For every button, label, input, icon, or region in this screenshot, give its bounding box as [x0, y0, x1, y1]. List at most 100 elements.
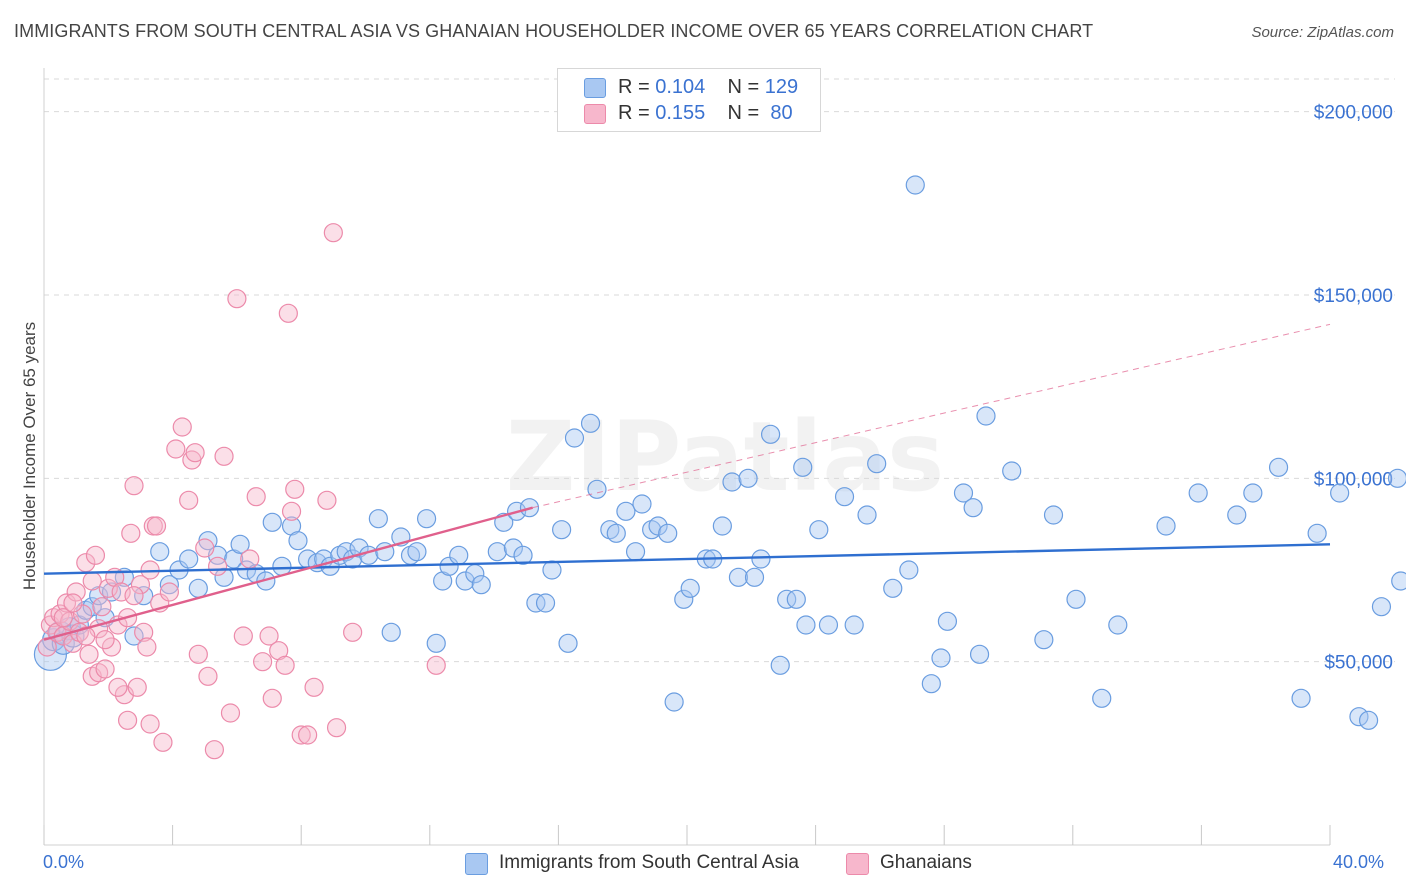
- y-tick-label: $100,000: [1314, 469, 1393, 490]
- point-south-central-asia: [818, 615, 839, 635]
- point-ghanaians: [253, 652, 273, 672]
- point-ghanaians: [124, 476, 144, 496]
- point-ghanaians: [195, 538, 215, 558]
- point-south-central-asia: [658, 523, 678, 543]
- point-ghanaians: [108, 677, 128, 697]
- point-south-central-asia: [542, 560, 562, 580]
- point-ghanaians: [127, 677, 147, 697]
- point-ghanaians: [214, 446, 234, 466]
- point-south-central-asia: [1349, 707, 1369, 727]
- point-south-central-asia: [1092, 688, 1112, 708]
- point-ghanaians: [140, 714, 160, 734]
- legend-n-value: 80: [764, 102, 793, 124]
- y-tick-label: $200,000: [1314, 103, 1393, 124]
- point-ghanaians: [326, 718, 347, 738]
- point-south-central-asia: [648, 516, 668, 536]
- point-south-central-asia: [1156, 516, 1176, 536]
- point-south-central-asia: [931, 648, 951, 668]
- point-south-central-asia: [600, 520, 620, 540]
- point-south-central-asia: [770, 655, 790, 675]
- bottom-legend-label: Ghanaians: [880, 852, 972, 873]
- legend-swatch-blue: [584, 78, 606, 98]
- point-south-central-asia: [503, 538, 523, 558]
- point-south-central-asia: [288, 531, 308, 551]
- point-ghanaians: [137, 637, 157, 657]
- point-south-central-asia: [587, 479, 607, 499]
- point-south-central-asia: [1034, 630, 1054, 650]
- point-ghanaians: [79, 644, 99, 664]
- point-south-central-asia: [738, 468, 758, 488]
- point-south-central-asia: [1268, 457, 1289, 477]
- point-south-central-asia: [439, 556, 459, 576]
- point-ghanaians: [278, 303, 298, 323]
- point-south-central-asia: [1391, 571, 1406, 591]
- point-ghanaians: [227, 289, 247, 309]
- legend-n-value: 129: [764, 76, 799, 98]
- point-ghanaians: [95, 630, 115, 650]
- point-ghanaians: [63, 593, 83, 613]
- point-south-central-asia: [777, 589, 797, 609]
- x-tick-label-min: 0.0%: [43, 852, 85, 872]
- point-south-central-asia: [953, 483, 974, 503]
- y-tick-label: $50,000: [1324, 653, 1393, 674]
- point-south-central-asia: [722, 472, 742, 492]
- point-south-central-asia: [535, 593, 556, 613]
- point-ghanaians: [198, 666, 218, 686]
- point-south-central-asia: [921, 674, 941, 694]
- point-south-central-asia: [751, 549, 771, 569]
- point-south-central-asia: [867, 454, 887, 474]
- point-ghanaians: [92, 597, 112, 617]
- point-south-central-asia: [1330, 483, 1350, 503]
- point-ghanaians: [285, 479, 305, 499]
- point-south-central-asia: [368, 509, 388, 529]
- point-south-central-asia: [159, 575, 179, 595]
- point-ghanaians: [343, 622, 363, 642]
- point-ghanaians: [323, 223, 343, 243]
- legend-r-value: 0.104: [655, 76, 706, 98]
- point-south-central-asia: [712, 516, 732, 536]
- point-ghanaians: [281, 501, 302, 521]
- point-south-central-asia: [150, 542, 170, 562]
- point-ghanaians: [130, 575, 151, 595]
- legend-swatch-pink: [584, 104, 606, 124]
- point-ghanaians: [117, 710, 138, 730]
- point-south-central-asia: [1307, 523, 1327, 543]
- bottom-legend-label: Immigrants from South Central Asia: [499, 852, 799, 873]
- point-south-central-asia: [664, 692, 684, 712]
- chart-title: IMMIGRANTS FROM SOUTH CENTRAL ASIA VS GH…: [14, 21, 1094, 41]
- point-south-central-asia: [937, 611, 958, 631]
- point-south-central-asia: [1002, 461, 1022, 481]
- trend-line-south-central-asia: [43, 543, 1331, 575]
- point-south-central-asia: [449, 545, 469, 565]
- point-south-central-asia: [744, 567, 765, 587]
- point-ghanaians: [204, 740, 224, 760]
- point-south-central-asia: [214, 567, 234, 587]
- point-ghanaians: [76, 626, 96, 646]
- point-south-central-asia: [857, 505, 877, 525]
- point-ghanaians: [159, 582, 179, 602]
- trend-line-dashed-ghanaians: [532, 323, 1331, 509]
- legend-r-label: R =: [618, 102, 656, 124]
- point-ghanaians: [220, 703, 241, 723]
- point-south-central-asia: [1243, 483, 1263, 503]
- point-ghanaians: [53, 608, 73, 628]
- point-south-central-asia: [381, 622, 401, 642]
- point-ghanaians: [72, 604, 93, 624]
- point-south-central-asia: [642, 520, 662, 540]
- point-ghanaians: [233, 626, 253, 646]
- point-ghanaians: [246, 487, 266, 507]
- point-ghanaians: [44, 608, 64, 628]
- point-ghanaians: [56, 593, 77, 613]
- point-south-central-asia: [230, 534, 250, 554]
- point-south-central-asia: [1043, 505, 1064, 525]
- point-ghanaians: [426, 655, 446, 675]
- point-south-central-asia: [834, 487, 855, 507]
- point-ghanaians: [166, 439, 186, 459]
- point-ghanaians: [134, 622, 154, 642]
- point-south-central-asia: [905, 175, 925, 195]
- point-south-central-asia: [883, 578, 903, 598]
- point-south-central-asia: [407, 542, 427, 562]
- bottom-legend-swatch-pink: [846, 853, 869, 875]
- point-south-central-asia: [786, 589, 806, 609]
- point-south-central-asia: [426, 633, 446, 653]
